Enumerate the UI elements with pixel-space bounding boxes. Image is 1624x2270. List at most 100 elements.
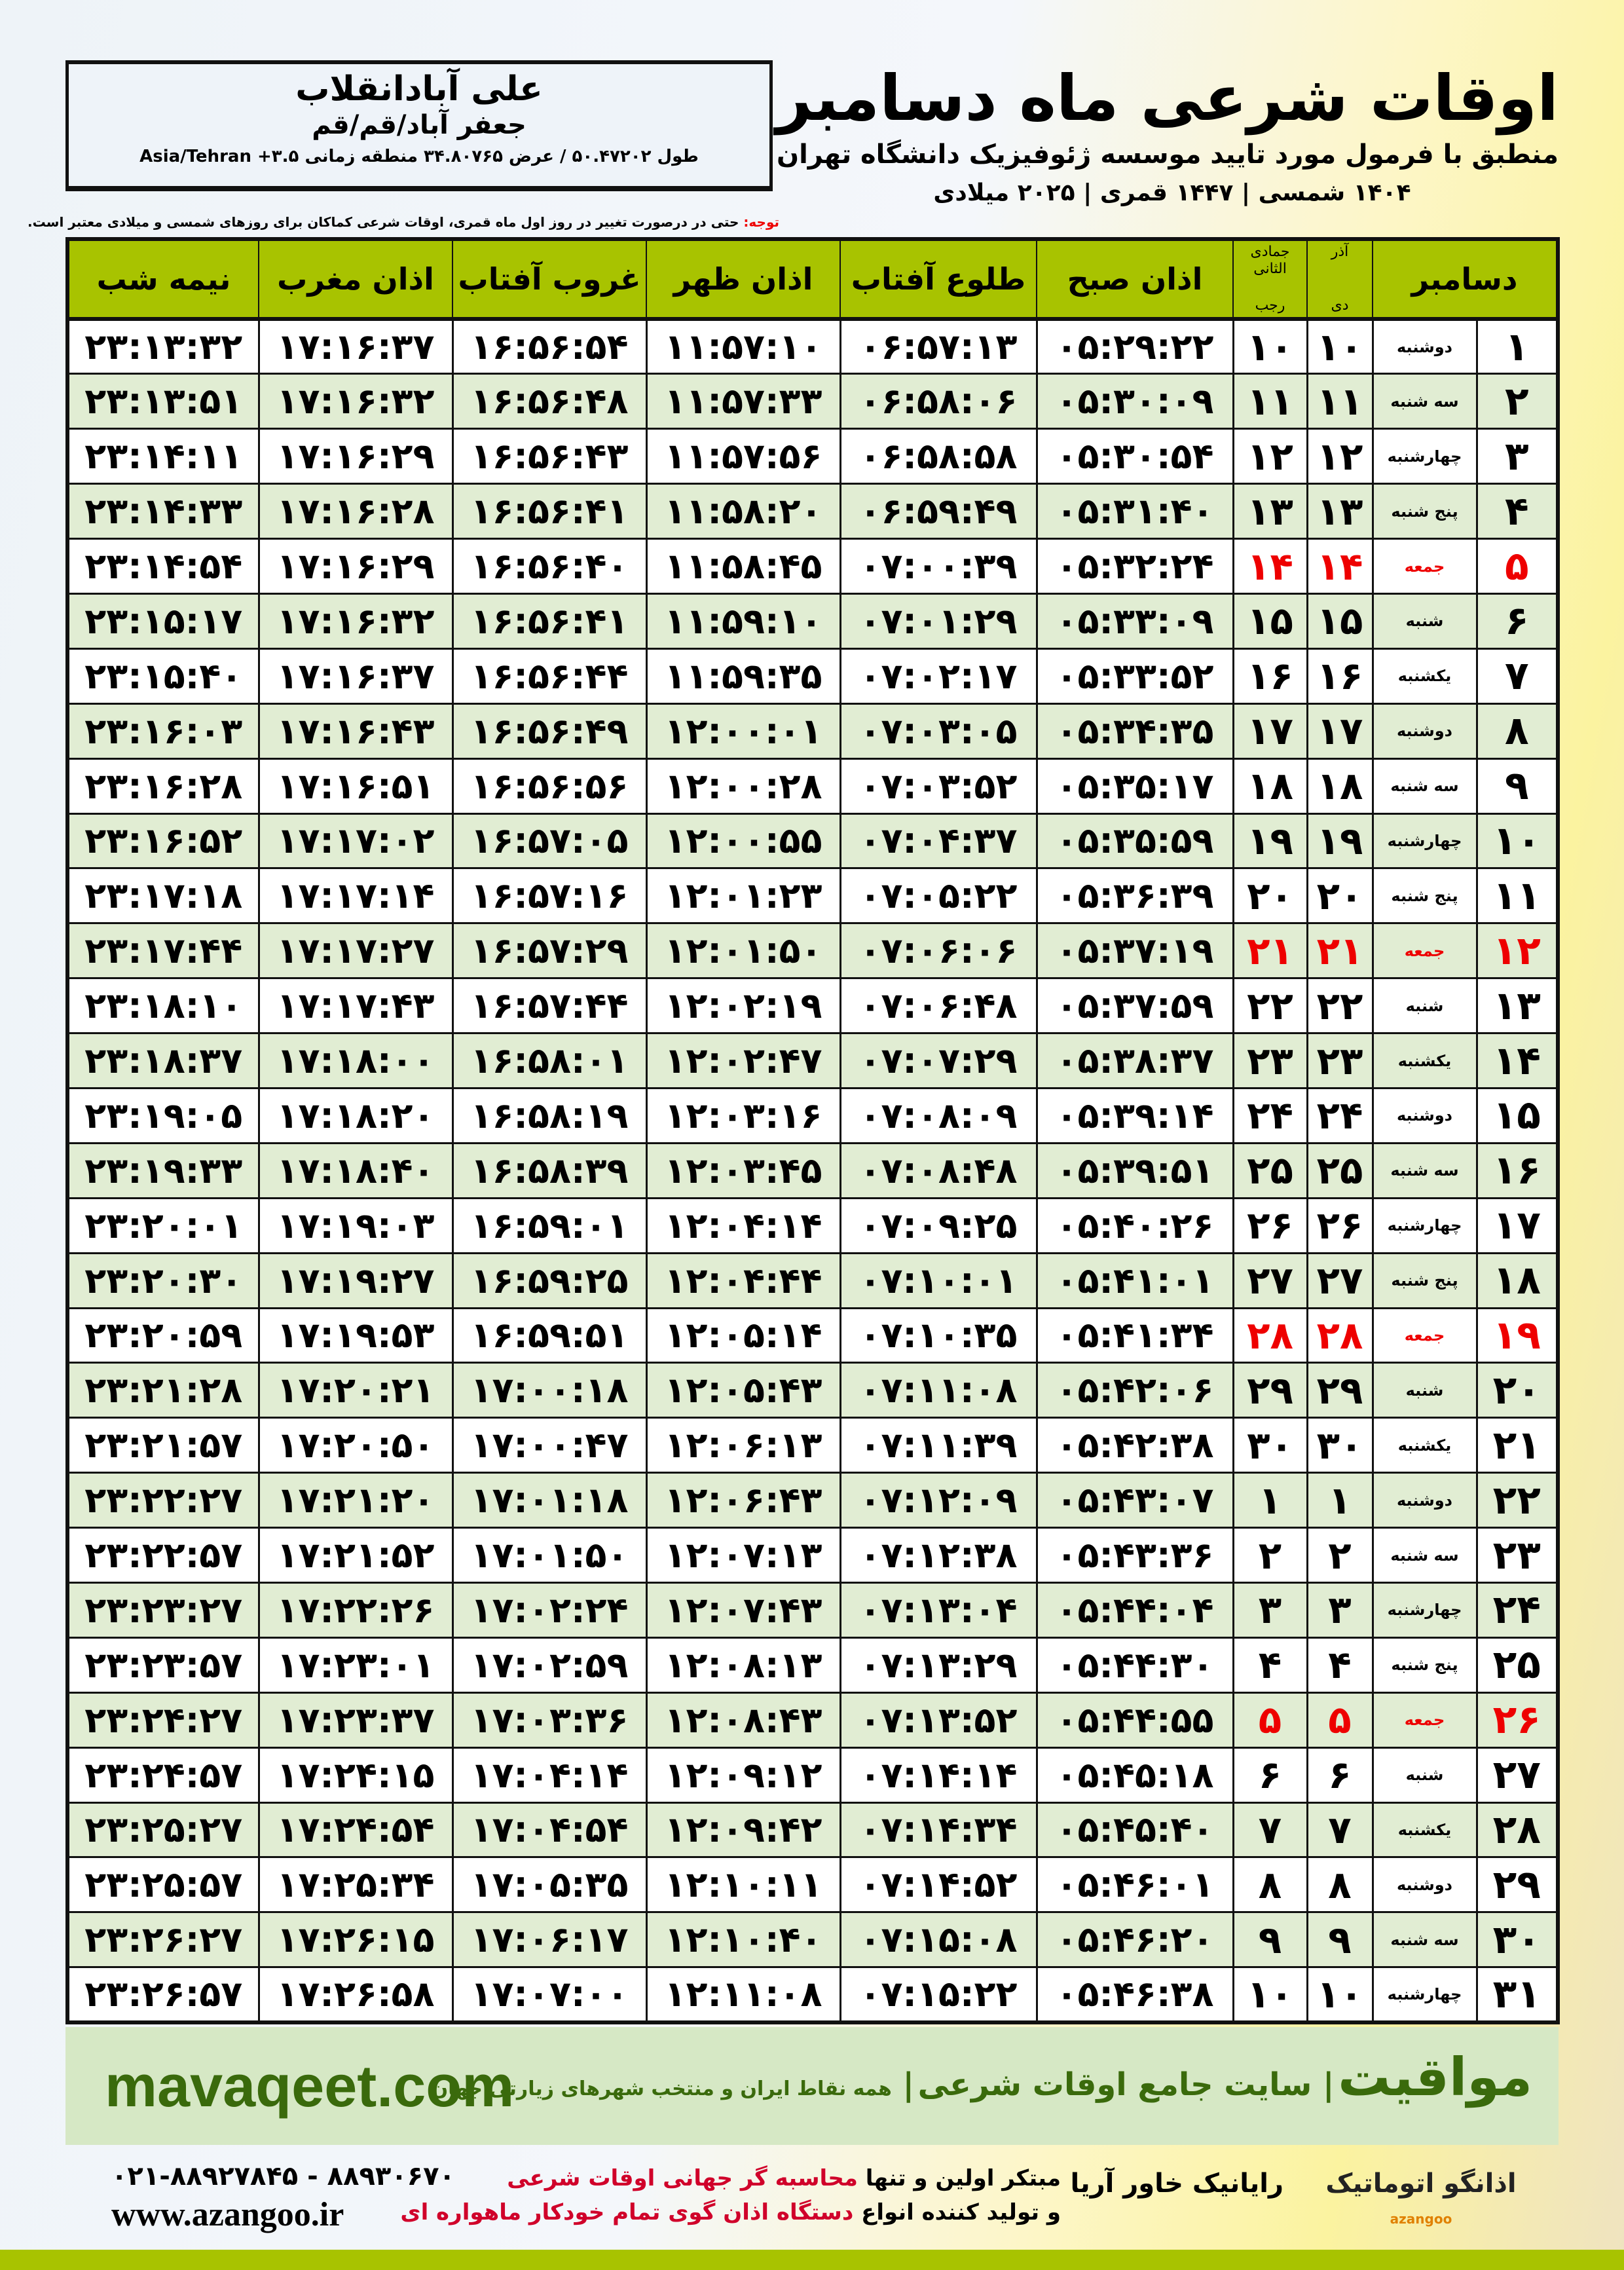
midnight-cell: ۲۳:۱۸:۳۷	[66, 1032, 260, 1089]
table-row: ۱۵ دوشنبه ۲۴ ۲۴ ۰۵:۳۹:۱۴ ۰۷:۰۸:۰۹ ۱۲:۰۳:۱۶ ۱۶:۵…	[66, 1087, 1559, 1144]
day-number-cell: ۲۱	[1475, 1417, 1559, 1474]
col-lunar-rajab: رجب	[1255, 297, 1285, 314]
day-number-cell: ۱۱	[1475, 867, 1559, 925]
maghrib-cell: ۱۷:۲۴:۱۵	[257, 1746, 454, 1804]
solar-day-cell: ۲۹	[1306, 1362, 1374, 1419]
weekday-cell: پنج شنبه	[1371, 1252, 1478, 1309]
lunar-day-cell: ۱۲	[1232, 428, 1308, 485]
prayer-times-table: دسامبر آذر دی جمادی الثانی رجب اذان صبح طل…	[65, 237, 1560, 2024]
lunar-day-cell: ۱۰	[1232, 1966, 1308, 2024]
midnight-cell: ۲۳:۱۹:۳۳	[66, 1142, 260, 1199]
sunset-cell: ۱۷:۰۴:۵۴	[451, 1801, 648, 1859]
sunrise-cell: ۰۷:۱۳:۵۲	[839, 1691, 1038, 1749]
weekday-cell: دوشنبه	[1371, 1472, 1478, 1529]
weekday-cell: چهارشنبه	[1371, 812, 1478, 870]
sunset-cell: ۱۶:۵۶:۵۴	[451, 318, 648, 375]
lunar-day-cell: ۲۰	[1232, 867, 1308, 925]
weekday-cell: پنج شنبه	[1371, 483, 1478, 540]
midnight-cell: ۲۳:۲۶:۵۷	[66, 1966, 260, 2024]
table-row: ۶ شنبه ۱۵ ۱۵ ۰۵:۳۳:۰۹ ۰۷:۰۱:۲۹ ۱۱:۵۹:۱۰ ۱۶:۵۶:۴…	[66, 592, 1559, 650]
dhuhr-cell: ۱۲:۰۸:۱۳	[645, 1636, 841, 1694]
col-sunrise: طلوع آفتاب	[840, 238, 1037, 321]
sunset-cell: ۱۶:۵۸:۱۹	[451, 1087, 648, 1144]
fajr-cell: ۰۵:۴۱:۳۴	[1035, 1307, 1234, 1364]
desc-line1b: محاسبه گر جهانی اوقات شرعی	[507, 2165, 858, 2191]
sunset-cell: ۱۶:۵۷:۰۵	[451, 812, 648, 870]
table-row: ۹ سه شنبه ۱۸ ۱۸ ۰۵:۳۵:۱۷ ۰۷:۰۳:۵۲ ۱۲:۰۰:۲۸ ۱۶:۵…	[66, 757, 1559, 815]
fajr-cell: ۰۵:۳۰:۵۴	[1035, 428, 1234, 485]
col-lunar-jumada: جمادی الثانی	[1250, 244, 1290, 277]
bottom-strip	[0, 2250, 1624, 2270]
dhuhr-cell: ۱۱:۵۹:۱۰	[645, 592, 841, 650]
col-solar: آذر دی	[1306, 238, 1373, 321]
weekday-cell: شنبه	[1371, 592, 1478, 650]
sunrise-cell: ۰۷:۰۳:۰۵	[839, 702, 1038, 760]
table-row: ۱۷ چهارشنبه ۲۶ ۲۶ ۰۵:۴۰:۲۶ ۰۷:۰۹:۲۵ ۱۲:۰۴:۱۴ ۱۶…	[66, 1197, 1559, 1254]
solar-day-cell: ۱۷	[1306, 702, 1374, 760]
sunrise-cell: ۰۷:۱۵:۰۸	[839, 1911, 1038, 1969]
dhuhr-cell: ۱۲:۰۷:۴۳	[645, 1581, 841, 1639]
maghrib-cell: ۱۷:۱۶:۲۹	[257, 428, 454, 485]
lunar-day-cell: ۲۱	[1232, 922, 1308, 980]
solar-day-cell: ۲۶	[1306, 1197, 1374, 1254]
solar-day-cell: ۲۸	[1306, 1307, 1374, 1364]
mavaqeet-link[interactable]: mavaqeet.com	[105, 2054, 515, 2119]
note: توجه: حتی در درصورت تغییر در روز اول ماه…	[28, 214, 779, 231]
fajr-cell: ۰۵:۳۵:۵۹	[1035, 812, 1234, 870]
weekday-cell: چهارشنبه	[1371, 1581, 1478, 1639]
sunset-cell: ۱۶:۵۸:۳۹	[451, 1142, 648, 1199]
midnight-cell: ۲۳:۲۰:۰۱	[66, 1197, 260, 1254]
dhuhr-cell: ۱۲:۰۰:۲۸	[645, 757, 841, 815]
midnight-cell: ۲۳:۲۱:۲۸	[66, 1362, 260, 1419]
solar-day-cell: ۱۵	[1306, 592, 1374, 650]
dhuhr-cell: ۱۱:۵۷:۱۰	[645, 318, 841, 375]
midnight-cell: ۲۳:۱۵:۴۰	[66, 647, 260, 705]
fajr-cell: ۰۵:۳۱:۴۰	[1035, 483, 1234, 540]
col-month: دسامبر	[1372, 238, 1559, 321]
sunset-cell: ۱۶:۵۷:۱۶	[451, 867, 648, 925]
azangoo-link[interactable]: www.azangoo.ir	[111, 2196, 344, 2233]
midnight-cell: ۲۳:۲۶:۲۷	[66, 1911, 260, 1969]
midnight-cell: ۲۳:۲۵:۵۷	[66, 1856, 260, 1914]
sunset-cell: ۱۶:۵۶:۴۸	[451, 373, 648, 430]
fajr-cell: ۰۵:۳۳:۵۲	[1035, 647, 1234, 705]
sunrise-cell: ۰۷:۱۳:۰۴	[839, 1581, 1038, 1639]
sunset-cell: ۱۶:۵۶:۴۰	[451, 538, 648, 595]
maghrib-cell: ۱۷:۱۶:۲۹	[257, 538, 454, 595]
weekday-cell: یکشنبه	[1371, 1801, 1478, 1859]
day-number-cell: ۱۵	[1475, 1087, 1559, 1144]
table-row: ۲۵ پنج شنبه ۴ ۴ ۰۵:۴۴:۳۰ ۰۷:۱۳:۲۹ ۱۲:۰۸:۱۳ ۱۷:۰…	[66, 1636, 1559, 1694]
sunrise-cell: ۰۷:۰۸:۰۹	[839, 1087, 1038, 1144]
weekday-cell: چهارشنبه	[1371, 428, 1478, 485]
fajr-cell: ۰۵:۴۵:۱۸	[1035, 1746, 1234, 1804]
midnight-cell: ۲۳:۲۲:۵۷	[66, 1527, 260, 1584]
weekday-cell: جمعه	[1371, 1307, 1478, 1364]
sunrise-cell: ۰۷:۱۱:۳۹	[839, 1417, 1038, 1474]
day-number-cell: ۱۰	[1475, 812, 1559, 870]
midnight-cell: ۲۳:۱۸:۱۰	[66, 977, 260, 1035]
midnight-cell: ۲۳:۱۳:۳۲	[66, 318, 260, 375]
midnight-cell: ۲۳:۲۵:۲۷	[66, 1801, 260, 1859]
table-row: ۱۱ پنج شنبه ۲۰ ۲۰ ۰۵:۳۶:۳۹ ۰۷:۰۵:۲۲ ۱۲:۰۱:۲۳ ۱۶…	[66, 867, 1559, 925]
weekday-cell: شنبه	[1371, 977, 1478, 1035]
sunrise-cell: ۰۷:۱۴:۵۲	[839, 1856, 1038, 1914]
maghrib-cell: ۱۷:۱۹:۵۳	[257, 1307, 454, 1364]
col-maghrib: اذان مغرب	[258, 238, 453, 321]
sunrise-cell: ۰۷:۱۴:۳۴	[839, 1801, 1038, 1859]
lunar-day-cell: ۲۸	[1232, 1307, 1308, 1364]
maghrib-cell: ۱۷:۱۶:۵۱	[257, 757, 454, 815]
lunar-day-cell: ۲۲	[1232, 977, 1308, 1035]
dhuhr-cell: ۱۱:۵۷:۵۶	[645, 428, 841, 485]
azangoo-logo-text: اذانگو اتوماتیک	[1325, 2168, 1517, 2199]
table-row: ۱۴ یکشنبه ۲۳ ۲۳ ۰۵:۳۸:۳۷ ۰۷:۰۷:۲۹ ۱۲:۰۲:۴۷ ۱۶:۵…	[66, 1032, 1559, 1089]
lunar-day-cell: ۱۸	[1232, 757, 1308, 815]
maghrib-cell: ۱۷:۲۶:۵۸	[257, 1966, 454, 2024]
sunrise-cell: ۰۷:۰۴:۳۷	[839, 812, 1038, 870]
solar-day-cell: ۲۵	[1306, 1142, 1374, 1199]
sunrise-cell: ۰۷:۰۷:۲۹	[839, 1032, 1038, 1089]
sunrise-cell: ۰۶:۵۷:۱۳	[839, 318, 1038, 375]
table-row: ۲۲ دوشنبه ۱ ۱ ۰۵:۴۳:۰۷ ۰۷:۱۲:۰۹ ۱۲:۰۶:۴۳ ۱۷:۰۱:…	[66, 1472, 1559, 1529]
weekday-cell: یکشنبه	[1371, 1032, 1478, 1089]
sunset-cell: ۱۷:۰۲:۵۹	[451, 1636, 648, 1694]
maghrib-cell: ۱۷:۱۷:۴۳	[257, 977, 454, 1035]
